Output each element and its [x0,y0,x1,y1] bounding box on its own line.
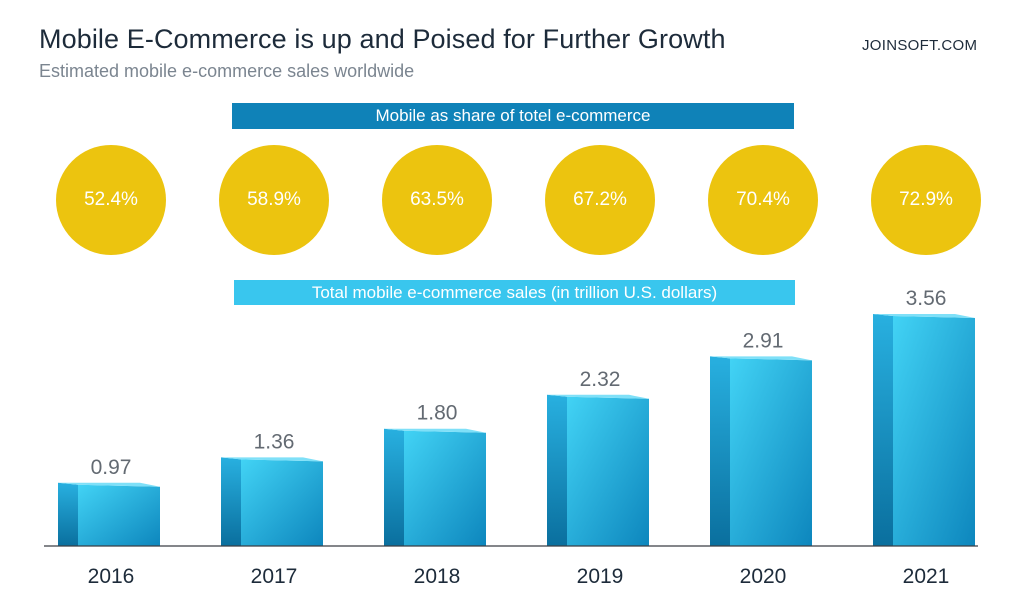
bar-top-2020 [710,356,812,361]
bar-front-2020 [730,358,812,546]
bar-2020 [710,356,812,546]
bar-side-2021 [873,314,893,546]
mobile-share-circle-2020: 70.4% [708,145,818,255]
bar-top-2017 [221,457,323,462]
mobile-share-banner: Mobile as share of totel e-commerce [232,103,794,129]
bar-2021 [873,314,975,546]
bar-value-label-2018: 1.80 [417,402,458,425]
bar-2018 [384,428,486,546]
bar-side-2016 [58,482,78,546]
bar-side-2020 [710,356,730,546]
bar-2017 [221,457,323,546]
sales-banner: Total mobile e-commerce sales (in trilli… [234,280,795,305]
bar-side-2017 [221,457,241,546]
bar-value-label-2016: 0.97 [91,456,132,479]
bar-side-2019 [547,394,567,546]
year-tick-label-2019: 2019 [577,565,624,588]
mobile-share-circles: 52.4% 58.9% 63.5% 67.2% 70.4% 72.9% [0,145,1024,255]
mobile-share-circle-2019: 67.2% [545,145,655,255]
year-tick-label-2021: 2021 [903,565,950,588]
bar-front-2019 [567,396,649,546]
year-tick-label-2020: 2020 [740,565,787,588]
bar-value-label-2019: 2.32 [580,368,621,391]
bar-front-2021 [893,316,975,546]
bar-2019 [547,394,649,546]
bar-2016 [58,482,160,546]
year-tick-label-2017: 2017 [251,565,298,588]
year-tick-label-2016: 2016 [88,565,135,588]
bar-top-2019 [547,394,649,399]
bar-value-label-2017: 1.36 [254,430,295,453]
mobile-share-circle-2021: 72.9% [871,145,981,255]
chart-title: Mobile E-Commerce is up and Poised for F… [39,24,726,54]
bar-value-label-2020: 2.91 [743,329,784,352]
bar-value-label-2021: 3.56 [906,287,947,310]
bar-top-2016 [58,482,160,487]
mobile-share-circle-2018: 63.5% [382,145,492,255]
mobile-share-circle-2017: 58.9% [219,145,329,255]
year-tick-label-2018: 2018 [414,565,461,588]
mobile-share-circle-2016: 52.4% [56,145,166,255]
bar-front-2016 [78,484,160,546]
bar-top-2021 [873,314,975,318]
bar-front-2017 [241,459,323,546]
chart-subtitle: Estimated mobile e-commerce sales worldw… [39,61,415,81]
bar-top-2018 [384,428,486,433]
bar-front-2018 [404,430,486,546]
bar-side-2018 [384,428,404,546]
brand-logo-text: JOINSOFT.COM [862,37,978,54]
